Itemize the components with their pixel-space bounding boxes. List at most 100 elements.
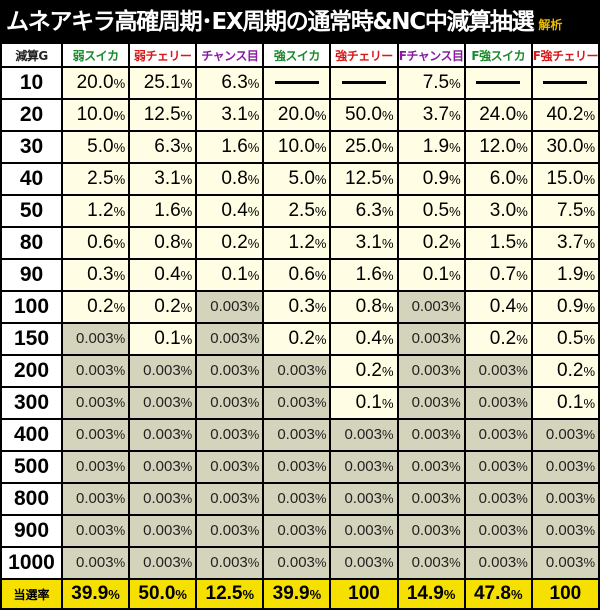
percent-sign: % bbox=[175, 587, 187, 602]
cell-value: 0.003 bbox=[411, 298, 450, 315]
percent-sign: % bbox=[382, 204, 394, 219]
table-cell: 0.003% bbox=[264, 452, 330, 482]
table-cell: 7.5% bbox=[532, 196, 598, 226]
cell-value: 0.8 bbox=[355, 296, 382, 317]
percent-sign: % bbox=[314, 427, 327, 442]
cell-value: 0.2 bbox=[288, 328, 315, 349]
table-cell: 0.003% bbox=[197, 452, 263, 482]
table-cell: 0.003% bbox=[264, 548, 330, 578]
column-header: Fチャンス目 bbox=[398, 44, 464, 66]
percent-sign: % bbox=[113, 363, 126, 378]
column-header: 弱チェリー bbox=[130, 44, 196, 66]
cell-value: 1.9 bbox=[557, 264, 584, 285]
percent-sign: % bbox=[247, 76, 260, 91]
percent-sign: % bbox=[108, 587, 120, 602]
table-cell: 1.2% bbox=[63, 196, 129, 226]
table-cell: 0.003% bbox=[532, 484, 598, 514]
cell-value: 0.003 bbox=[478, 490, 517, 507]
percent-sign: % bbox=[583, 300, 595, 315]
percent-sign: % bbox=[382, 108, 394, 123]
cell-value: 3.1 bbox=[154, 168, 181, 189]
cell-value: 30.0 bbox=[546, 136, 584, 157]
table-row: 40 2.5% 3.1% 0.8% 5.0% 12.5% 0.9% 6.0% 15.0% bbox=[2, 164, 598, 194]
table-cell: 0.003% bbox=[197, 420, 263, 450]
total-value: 14.9 bbox=[406, 583, 444, 604]
cell-value: 7.5 bbox=[422, 72, 450, 93]
table-cell: 0.2% bbox=[331, 356, 397, 386]
table-cell: 0.2% bbox=[532, 356, 598, 386]
column-header: チャンス目 bbox=[197, 44, 263, 66]
cell-value: 10.0 bbox=[76, 104, 114, 125]
table-cell: 0.003% bbox=[63, 452, 129, 482]
percent-sign: % bbox=[314, 300, 327, 315]
cell-value: 0.2 bbox=[154, 296, 181, 317]
cell-value: 0.003 bbox=[143, 458, 181, 475]
page-title: ムネアキラ高確周期･EX周期の通常時&NC中減算抽選 bbox=[6, 9, 535, 35]
table-cell: 0.9% bbox=[532, 292, 598, 322]
cell-value: 0.003 bbox=[411, 490, 450, 507]
table-cell: 0.003% bbox=[130, 420, 196, 450]
cell-value: 0.003 bbox=[411, 330, 450, 347]
cell-value: 0.003 bbox=[478, 554, 517, 571]
row-label: 800 bbox=[2, 484, 62, 514]
cell-value: 20.0 bbox=[76, 72, 114, 93]
table-cell: 0.003% bbox=[63, 388, 129, 418]
table-cell: 0.4% bbox=[130, 260, 196, 290]
cell-value: 12.0 bbox=[479, 136, 517, 157]
cell-value: 0.003 bbox=[277, 426, 315, 443]
cell-value: 0.8 bbox=[221, 168, 248, 189]
row-label: 40 bbox=[2, 164, 62, 194]
total-value: 12.5 bbox=[205, 583, 243, 604]
percent-sign: % bbox=[180, 268, 193, 283]
table-cell: 0.003% bbox=[465, 452, 531, 482]
percent-sign: % bbox=[449, 427, 461, 442]
percent-sign: % bbox=[180, 363, 193, 378]
row-label: 1000 bbox=[2, 548, 62, 578]
table-cell: 0.003% bbox=[398, 292, 464, 322]
cell-value: 0.003 bbox=[277, 362, 315, 379]
reduction-table: 減算G 弱スイカ 弱チェリー チャンス目 強スイカ 強チェリー Fチャンス目 F強スイカ F強… bbox=[0, 42, 600, 610]
percent-sign: % bbox=[314, 172, 327, 187]
row-label: 400 bbox=[2, 420, 62, 450]
table-cell: 0.003% bbox=[465, 516, 531, 546]
table-cell: 0.7% bbox=[465, 260, 531, 290]
table-cell: 0.1% bbox=[398, 260, 464, 290]
percent-sign: % bbox=[583, 396, 595, 411]
cell-value: 5.0 bbox=[288, 168, 315, 189]
percent-sign: % bbox=[180, 300, 193, 315]
row-label: 200 bbox=[2, 356, 62, 386]
cell-value: 0.003 bbox=[76, 554, 114, 571]
percent-sign: % bbox=[247, 491, 260, 506]
cell-value: 3.7 bbox=[557, 232, 584, 253]
cell-value: 0.003 bbox=[478, 362, 517, 379]
cell-value: 0.5 bbox=[557, 328, 584, 349]
percent-sign: % bbox=[180, 395, 193, 410]
table-cell: 0.1% bbox=[130, 324, 196, 354]
percent-sign: % bbox=[180, 459, 193, 474]
cell-value: 0.3 bbox=[87, 264, 114, 285]
table-cell: 0.003% bbox=[532, 516, 598, 546]
percent-sign: % bbox=[449, 140, 461, 155]
cell-value: 1.9 bbox=[422, 136, 450, 157]
percent-sign: % bbox=[510, 587, 523, 602]
percent-sign: % bbox=[113, 300, 126, 315]
table-cell: 0.003% bbox=[264, 388, 330, 418]
cell-value: 0.6 bbox=[87, 232, 114, 253]
percent-sign: % bbox=[314, 236, 327, 251]
percent-sign: % bbox=[314, 268, 327, 283]
cell-value: 0.003 bbox=[277, 490, 315, 507]
percent-sign: % bbox=[449, 395, 461, 410]
percent-sign: % bbox=[242, 587, 255, 602]
table-cell: 30.0% bbox=[532, 132, 598, 162]
percent-sign: % bbox=[382, 140, 394, 155]
cell-value: 0.003 bbox=[478, 522, 517, 539]
cell-value: 0.003 bbox=[344, 490, 382, 507]
percent-sign: % bbox=[247, 523, 260, 538]
cell-value: 0.003 bbox=[143, 426, 181, 443]
table-cell: 0.2% bbox=[130, 292, 196, 322]
percent-sign: % bbox=[516, 268, 528, 283]
table-row: 400 0.003% 0.003% 0.003% 0.003% 0.003% 0.003% 0… bbox=[2, 420, 598, 450]
cell-value: 0.003 bbox=[277, 458, 315, 475]
table-cell: 0.003% bbox=[197, 516, 263, 546]
table-cell: 1.6% bbox=[130, 196, 196, 226]
